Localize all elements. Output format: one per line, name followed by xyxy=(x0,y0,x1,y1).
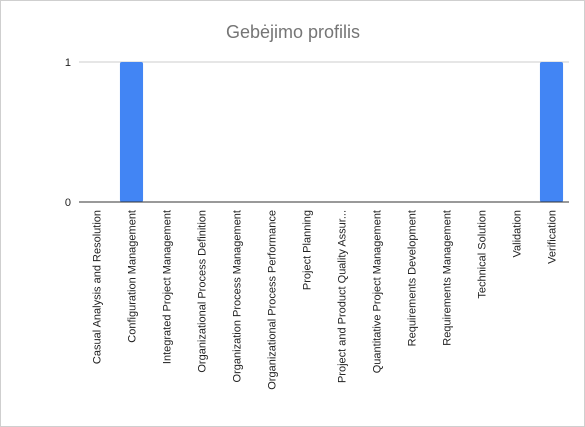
x-category-label: Requirements Management xyxy=(442,210,454,346)
x-category-label: Integrated Project Management xyxy=(162,210,174,364)
x-category-label: Verification xyxy=(547,210,559,264)
y-axis-ticks: 01 xyxy=(65,57,71,209)
x-category-label: Project Planning xyxy=(302,210,314,290)
x-axis-labels: Casual Analysis and Resolution Configurat… xyxy=(92,210,559,390)
x-category-label: Organization Process Management xyxy=(232,210,244,382)
x-category-label: Quantitative Project Management xyxy=(372,210,384,373)
x-category-label: Organizational Process Performance xyxy=(267,210,279,390)
x-category-label: Requirements Development xyxy=(407,210,419,346)
x-category-label: Project and Product Quality Assur... xyxy=(337,210,349,383)
y-tick-label: 1 xyxy=(65,57,71,69)
bar xyxy=(539,62,564,202)
x-category-label: Technical Solution xyxy=(477,210,489,299)
y-tick-label: 0 xyxy=(65,197,71,209)
x-category-label: Casual Analysis and Resolution xyxy=(92,210,104,364)
x-category-label: Validation xyxy=(512,210,524,258)
bar xyxy=(119,62,144,202)
x-category-label: Configuration Management xyxy=(127,210,139,343)
x-category-label: Organizational Process Definition xyxy=(197,210,209,373)
bars xyxy=(119,62,564,202)
chart-title: Gebėjimo profilis xyxy=(226,22,360,42)
